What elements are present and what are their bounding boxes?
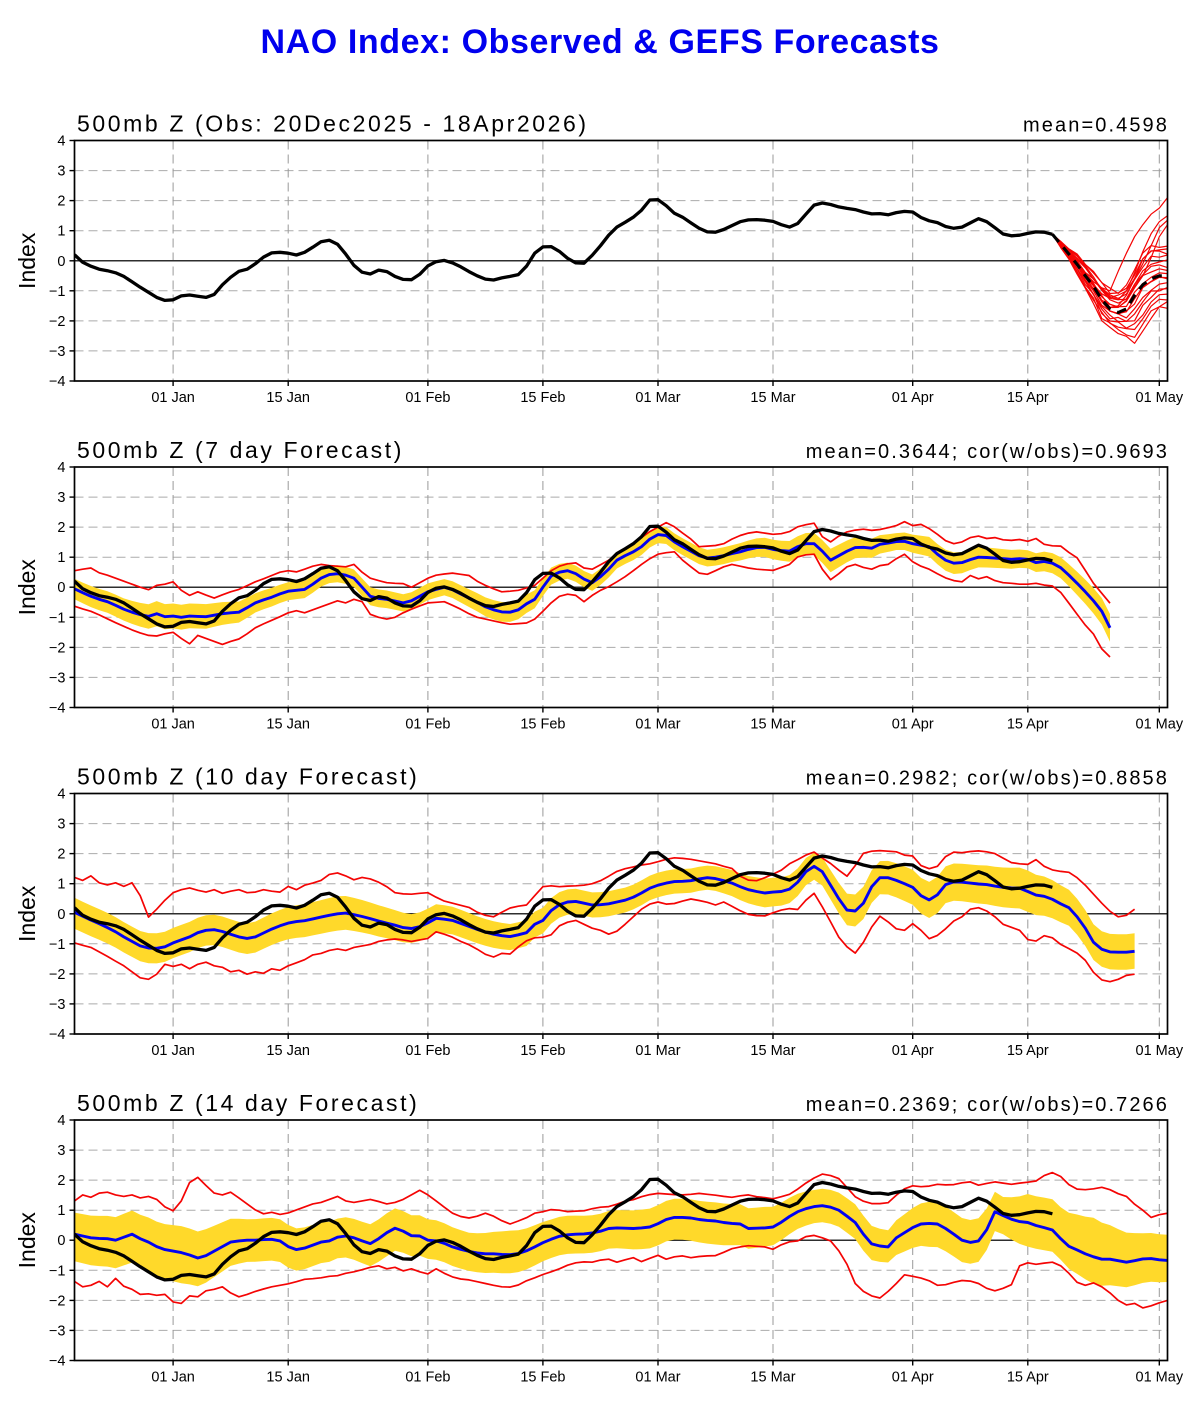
svg-text:−1: −1 — [49, 1263, 66, 1279]
svg-text:−1: −1 — [49, 937, 66, 953]
svg-text:01 May: 01 May — [1136, 390, 1184, 406]
svg-text:NAO Index: Observed & GEFS For: NAO Index: Observed & GEFS Forecasts — [260, 23, 939, 61]
svg-text:15 Jan: 15 Jan — [266, 1370, 310, 1386]
svg-text:0: 0 — [57, 580, 65, 596]
svg-text:15 Feb: 15 Feb — [520, 717, 565, 733]
svg-text:−2: −2 — [49, 314, 66, 330]
svg-text:−4: −4 — [49, 374, 66, 390]
svg-text:1: 1 — [57, 224, 65, 240]
svg-text:3: 3 — [57, 1143, 65, 1159]
svg-text:500mb Z (7 day Forecast): 500mb Z (7 day Forecast) — [77, 437, 404, 463]
svg-text:01 May: 01 May — [1136, 1043, 1184, 1059]
svg-text:01 Jan: 01 Jan — [151, 1370, 195, 1386]
svg-text:15 Apr: 15 Apr — [1007, 717, 1049, 733]
svg-text:15 Jan: 15 Jan — [266, 390, 310, 406]
svg-text:01 Jan: 01 Jan — [151, 390, 195, 406]
svg-text:mean=0.3644; cor(w/obs)=0.9693: mean=0.3644; cor(w/obs)=0.9693 — [806, 441, 1169, 463]
svg-text:15 Apr: 15 Apr — [1007, 390, 1049, 406]
svg-text:15 Feb: 15 Feb — [520, 1043, 565, 1059]
svg-text:01 Apr: 01 Apr — [892, 717, 934, 733]
svg-text:01 Jan: 01 Jan — [151, 1043, 195, 1059]
svg-text:3: 3 — [57, 817, 65, 833]
svg-text:01 Apr: 01 Apr — [892, 1043, 934, 1059]
svg-text:15 Apr: 15 Apr — [1007, 1043, 1049, 1059]
svg-text:1: 1 — [57, 1203, 65, 1219]
svg-text:2: 2 — [57, 194, 65, 210]
svg-text:15 Apr: 15 Apr — [1007, 1370, 1049, 1386]
svg-text:15 Jan: 15 Jan — [266, 717, 310, 733]
svg-text:−3: −3 — [49, 1323, 66, 1339]
svg-text:1: 1 — [57, 877, 65, 893]
svg-text:−1: −1 — [49, 610, 66, 626]
svg-text:2: 2 — [57, 847, 65, 863]
svg-text:01 Feb: 01 Feb — [405, 390, 450, 406]
svg-text:01 Mar: 01 Mar — [635, 1370, 680, 1386]
svg-text:01 May: 01 May — [1136, 1370, 1184, 1386]
svg-text:15 Mar: 15 Mar — [750, 390, 795, 406]
svg-text:Index: Index — [14, 232, 40, 289]
svg-text:−3: −3 — [49, 344, 66, 360]
svg-text:15 Feb: 15 Feb — [520, 1370, 565, 1386]
svg-text:0: 0 — [57, 1233, 65, 1249]
svg-text:−4: −4 — [49, 1354, 66, 1370]
svg-text:01 Feb: 01 Feb — [405, 717, 450, 733]
svg-text:01 Feb: 01 Feb — [405, 1370, 450, 1386]
svg-text:−3: −3 — [49, 997, 66, 1013]
svg-text:01 Apr: 01 Apr — [892, 1370, 934, 1386]
svg-text:4: 4 — [57, 1113, 65, 1129]
svg-text:−4: −4 — [49, 1027, 66, 1043]
svg-text:01 Mar: 01 Mar — [635, 1043, 680, 1059]
svg-text:01 Apr: 01 Apr — [892, 390, 934, 406]
svg-text:01 Mar: 01 Mar — [635, 390, 680, 406]
svg-text:3: 3 — [57, 164, 65, 180]
svg-text:3: 3 — [57, 490, 65, 506]
svg-text:mean=0.4598: mean=0.4598 — [1023, 115, 1169, 137]
svg-text:2: 2 — [57, 1173, 65, 1189]
svg-text:Index: Index — [14, 885, 40, 942]
svg-text:4: 4 — [57, 787, 65, 803]
svg-text:mean=0.2982; cor(w/obs)=0.8858: mean=0.2982; cor(w/obs)=0.8858 — [806, 768, 1169, 790]
svg-text:mean=0.2369; cor(w/obs)=0.7266: mean=0.2369; cor(w/obs)=0.7266 — [806, 1094, 1169, 1116]
svg-text:15 Feb: 15 Feb — [520, 390, 565, 406]
svg-text:01 May: 01 May — [1136, 717, 1184, 733]
svg-text:0: 0 — [57, 254, 65, 270]
svg-text:01 Mar: 01 Mar — [635, 717, 680, 733]
svg-text:Index: Index — [14, 559, 40, 616]
svg-text:15 Mar: 15 Mar — [750, 1043, 795, 1059]
svg-text:−3: −3 — [49, 670, 66, 686]
svg-text:01 Jan: 01 Jan — [151, 717, 195, 733]
svg-text:1: 1 — [57, 550, 65, 566]
svg-text:4: 4 — [57, 460, 65, 476]
svg-text:2: 2 — [57, 520, 65, 536]
svg-text:−1: −1 — [49, 284, 66, 300]
svg-text:Index: Index — [14, 1212, 40, 1269]
svg-text:−4: −4 — [49, 701, 66, 717]
svg-text:−2: −2 — [49, 967, 66, 983]
svg-text:15 Mar: 15 Mar — [750, 1370, 795, 1386]
svg-text:4: 4 — [57, 134, 65, 150]
svg-text:01 Feb: 01 Feb — [405, 1043, 450, 1059]
svg-text:500mb Z (14 day Forecast): 500mb Z (14 day Forecast) — [77, 1090, 419, 1116]
svg-text:500mb Z (Obs: 20Dec2025 - 18Ap: 500mb Z (Obs: 20Dec2025 - 18Apr2026) — [77, 111, 589, 137]
svg-text:−2: −2 — [49, 1293, 66, 1309]
svg-text:500mb Z (10 day Forecast): 500mb Z (10 day Forecast) — [77, 764, 419, 790]
svg-text:0: 0 — [57, 907, 65, 923]
svg-text:15 Jan: 15 Jan — [266, 1043, 310, 1059]
svg-text:−2: −2 — [49, 640, 66, 656]
svg-text:15 Mar: 15 Mar — [750, 717, 795, 733]
